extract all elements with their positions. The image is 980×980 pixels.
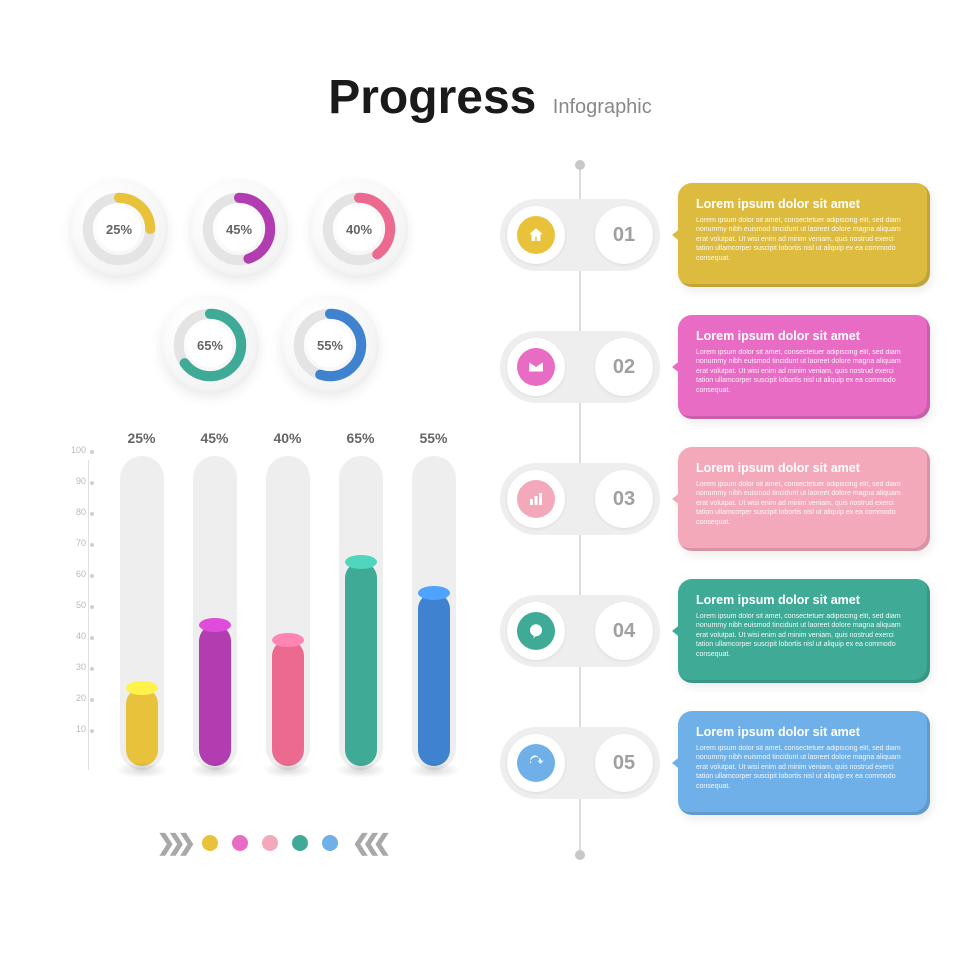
legend-dot bbox=[202, 835, 218, 851]
bar-percent: 65% bbox=[346, 430, 374, 446]
legend-dot bbox=[232, 835, 248, 851]
bar-percent: 25% bbox=[127, 430, 155, 446]
timeline-bubble: 01 bbox=[500, 199, 660, 271]
bar-column: 25% bbox=[114, 430, 169, 770]
chat-icon bbox=[517, 612, 555, 650]
timeline-row: 05 Lorem ipsum dolor sit amet Lorem ipsu… bbox=[500, 708, 930, 818]
page-title: Progress Infographic bbox=[0, 70, 980, 125]
y-tick: 100 bbox=[71, 445, 86, 455]
timeline-row: 01 Lorem ipsum dolor sit amet Lorem ipsu… bbox=[500, 180, 930, 290]
timeline-bubble: 03 bbox=[500, 463, 660, 535]
timeline-card: Lorem ipsum dolor sit amet Lorem ipsum d… bbox=[678, 315, 930, 419]
y-tick: 10 bbox=[76, 724, 86, 734]
bar-column: 40% bbox=[260, 430, 315, 770]
bar-fill bbox=[345, 562, 377, 766]
chart-icon bbox=[517, 480, 555, 518]
bar-column: 65% bbox=[333, 430, 388, 770]
timeline-bubble: 04 bbox=[500, 595, 660, 667]
timeline-number: 01 bbox=[595, 206, 653, 264]
timeline-number: 04 bbox=[595, 602, 653, 660]
y-axis: 102030405060708090100 bbox=[60, 460, 90, 770]
timeline-bubble: 02 bbox=[500, 331, 660, 403]
donut-gauge: 65% bbox=[161, 296, 259, 394]
legend-dot bbox=[262, 835, 278, 851]
donut-label: 55% bbox=[317, 338, 343, 353]
title-main: Progress bbox=[328, 70, 536, 125]
bar-column: 55% bbox=[406, 430, 461, 770]
bar-column: 45% bbox=[187, 430, 242, 770]
y-tick: 90 bbox=[76, 476, 86, 486]
y-tick: 30 bbox=[76, 662, 86, 672]
sync-icon bbox=[517, 744, 555, 782]
timeline: 01 Lorem ipsum dolor sit amet Lorem ipsu… bbox=[500, 180, 930, 840]
timeline-row: 04 Lorem ipsum dolor sit amet Lorem ipsu… bbox=[500, 576, 930, 686]
bar-track bbox=[266, 456, 310, 770]
donut-grid: 25% 45% 40% 65% 55% bbox=[70, 180, 470, 412]
donut-gauge: 40% bbox=[310, 180, 408, 278]
timeline-icon-circle bbox=[507, 602, 565, 660]
timeline-icon-circle bbox=[507, 470, 565, 528]
timeline-card: Lorem ipsum dolor sit amet Lorem ipsum d… bbox=[678, 447, 930, 551]
chevron-left-icon: ❮❮❮ bbox=[352, 830, 383, 856]
card-body: Lorem ipsum dolor sit amet, consectetuer… bbox=[696, 348, 912, 395]
bar-percent: 55% bbox=[419, 430, 447, 446]
bar-percent: 40% bbox=[273, 430, 301, 446]
y-tick: 70 bbox=[76, 538, 86, 548]
title-sub: Infographic bbox=[553, 96, 652, 119]
home-icon bbox=[517, 216, 555, 254]
timeline-number: 05 bbox=[595, 734, 653, 792]
donut-label: 40% bbox=[346, 222, 372, 237]
timeline-row: 03 Lorem ipsum dolor sit amet Lorem ipsu… bbox=[500, 444, 930, 554]
card-body: Lorem ipsum dolor sit amet, consectetuer… bbox=[696, 216, 912, 263]
bar-fill bbox=[272, 640, 304, 766]
bar-fill bbox=[126, 688, 158, 767]
timeline-icon-circle bbox=[507, 338, 565, 396]
timeline-number: 02 bbox=[595, 338, 653, 396]
timeline-card: Lorem ipsum dolor sit amet Lorem ipsum d… bbox=[678, 183, 930, 287]
timeline-icon-circle bbox=[507, 734, 565, 792]
card-title: Lorem ipsum dolor sit amet bbox=[696, 725, 912, 739]
timeline-number: 03 bbox=[595, 470, 653, 528]
bar-fill bbox=[199, 625, 231, 766]
legend-dot bbox=[322, 835, 338, 851]
y-tick: 50 bbox=[76, 600, 86, 610]
axis-line bbox=[88, 460, 89, 770]
bar-track bbox=[412, 456, 456, 770]
bar-track bbox=[120, 456, 164, 770]
donut-gauge: 45% bbox=[190, 180, 288, 278]
donut-label: 65% bbox=[197, 338, 223, 353]
donut-gauge: 55% bbox=[281, 296, 379, 394]
card-title: Lorem ipsum dolor sit amet bbox=[696, 329, 912, 343]
donut-label: 25% bbox=[106, 222, 132, 237]
bar-fill bbox=[418, 593, 450, 766]
card-body: Lorem ipsum dolor sit amet, consectetuer… bbox=[696, 744, 912, 791]
bar-chart: 10 20 30 40 50 60 70 80 90 100 25% 45% 40% 65% 55… bbox=[60, 430, 480, 800]
timeline-card: Lorem ipsum dolor sit amet Lorem ipsum d… bbox=[678, 579, 930, 683]
bar-percent: 45% bbox=[200, 430, 228, 446]
chevron-right-icon: ❯❯❯ bbox=[157, 830, 188, 856]
timeline-bubble: 05 bbox=[500, 727, 660, 799]
mail-icon bbox=[517, 348, 555, 386]
timeline-card: Lorem ipsum dolor sit amet Lorem ipsum d… bbox=[678, 711, 930, 815]
bar-track bbox=[339, 456, 383, 770]
y-tick: 80 bbox=[76, 507, 86, 517]
y-tick: 60 bbox=[76, 569, 86, 579]
card-title: Lorem ipsum dolor sit amet bbox=[696, 461, 912, 475]
donut-gauge: 25% bbox=[70, 180, 168, 278]
card-title: Lorem ipsum dolor sit amet bbox=[696, 197, 912, 211]
y-tick: 40 bbox=[76, 631, 86, 641]
timeline-icon-circle bbox=[507, 206, 565, 264]
card-body: Lorem ipsum dolor sit amet, consectetuer… bbox=[696, 612, 912, 659]
timeline-row: 02 Lorem ipsum dolor sit amet Lorem ipsu… bbox=[500, 312, 930, 422]
bars-container: 25% 45% 40% 65% 55% bbox=[105, 430, 470, 770]
card-title: Lorem ipsum dolor sit amet bbox=[696, 593, 912, 607]
legend-dot bbox=[292, 835, 308, 851]
legend: ❯❯❯ ❮❮❮ bbox=[90, 830, 450, 856]
donut-label: 45% bbox=[226, 222, 252, 237]
bar-track bbox=[193, 456, 237, 770]
y-tick: 20 bbox=[76, 693, 86, 703]
card-body: Lorem ipsum dolor sit amet, consectetuer… bbox=[696, 480, 912, 527]
